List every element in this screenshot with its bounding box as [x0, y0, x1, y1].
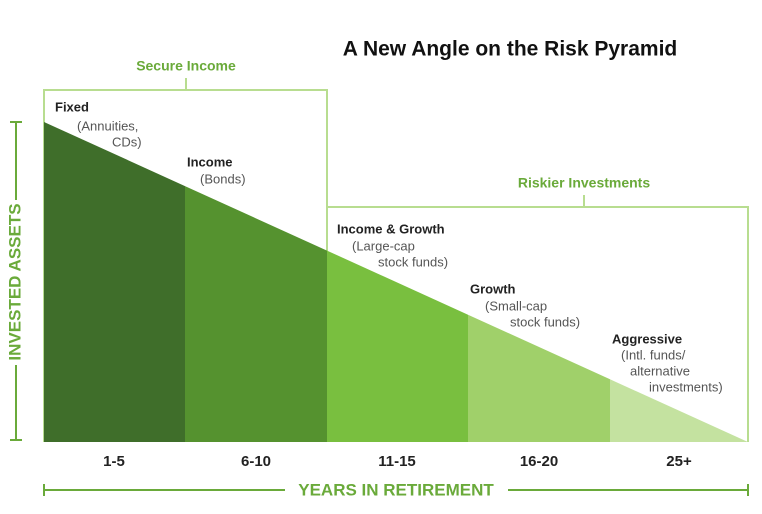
segment [468, 314, 610, 442]
period-label: 11-15 [378, 453, 416, 470]
segment-detail: (Large-cap [352, 238, 415, 253]
segment-detail: stock funds) [510, 314, 580, 329]
segment-name: Growth [470, 281, 516, 296]
segment-name: Income [187, 154, 233, 169]
period-label: 25+ [666, 453, 692, 470]
segment-detail: (Small-cap [485, 298, 547, 313]
segment-detail: (Annuities, [77, 118, 138, 133]
x-axis-title: YEARS IN RETIREMENT [298, 480, 494, 499]
segment [44, 122, 185, 442]
segment-name: Fixed [55, 99, 89, 114]
segment-detail: investments) [649, 379, 723, 394]
segment-detail: (Bonds) [200, 171, 246, 186]
group-label: Riskier Investments [518, 175, 650, 191]
segment-detail: stock funds) [378, 254, 448, 269]
riskier-bracket [327, 206, 749, 442]
group-label: Secure Income [136, 58, 236, 74]
period-label: 6-10 [241, 453, 271, 470]
axis-lines [10, 121, 749, 496]
segment [327, 250, 468, 442]
segment [610, 379, 748, 442]
segment-detail: CDs) [112, 134, 142, 149]
segment-name: Aggressive [612, 331, 682, 346]
segment-detail: alternative [630, 363, 690, 378]
period-label: 16-20 [520, 453, 558, 470]
y-axis-title: INVESTED ASSETS [5, 203, 24, 360]
title: A New Angle on the Risk Pyramid [343, 38, 678, 61]
segment-name: Income & Growth [337, 221, 445, 236]
segment-detail: (Intl. funds/ [621, 347, 686, 362]
period-label: 1-5 [103, 453, 125, 470]
segment [185, 186, 327, 442]
